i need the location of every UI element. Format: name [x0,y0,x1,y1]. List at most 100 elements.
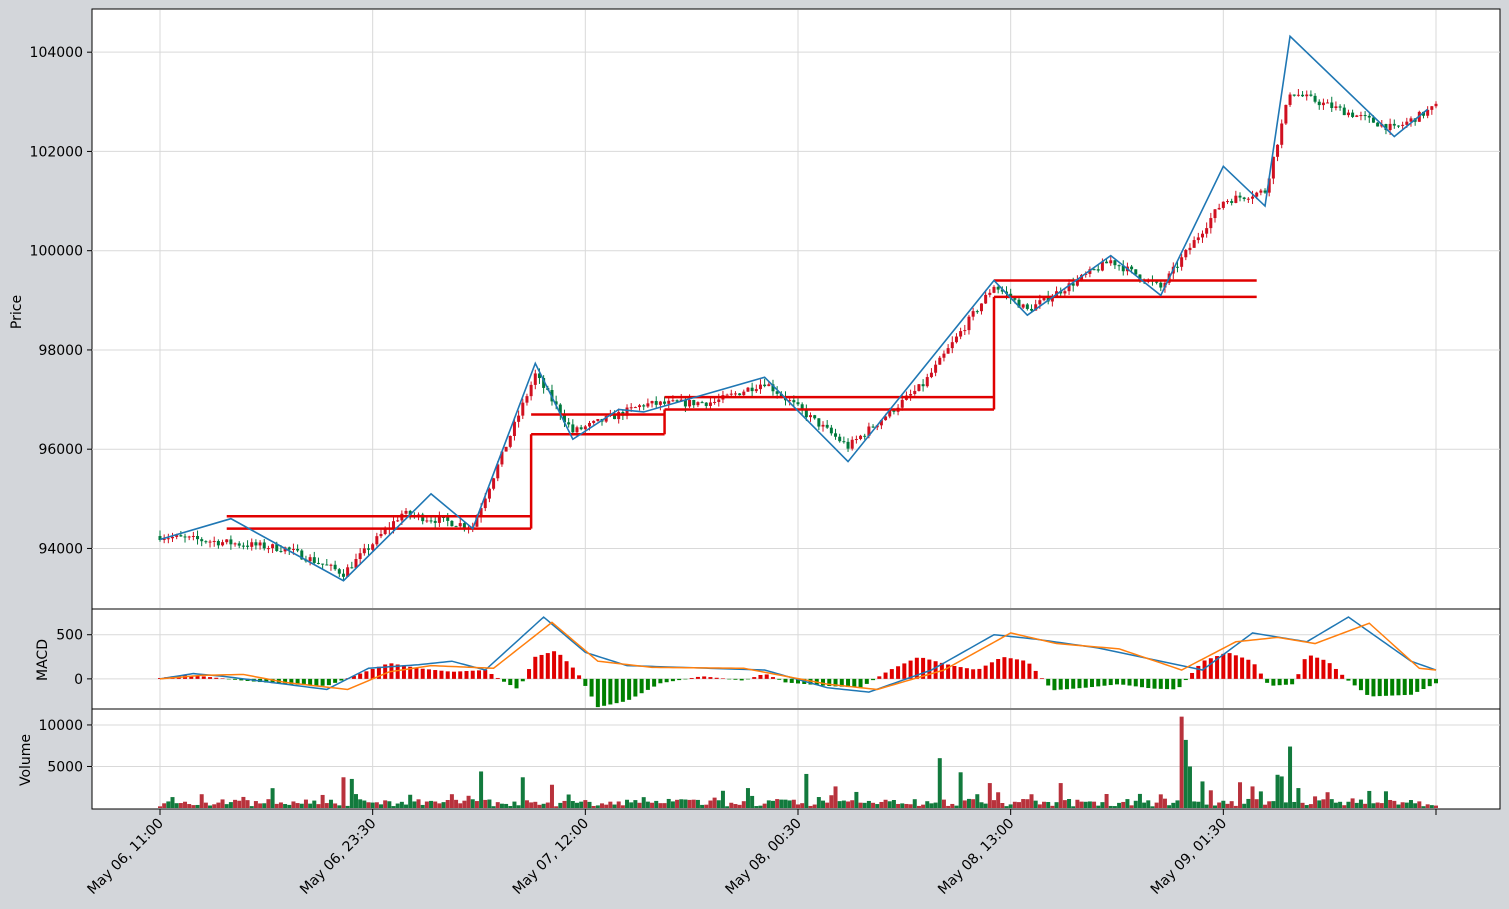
macd-hist-bar [1240,657,1245,679]
candle-body [525,396,529,403]
candle-body [825,424,829,428]
candle-body [1192,240,1196,248]
volume-bar [1150,806,1155,808]
candle-body [879,420,883,426]
candle-body [992,286,996,293]
candle-body [642,405,646,407]
macd-hist-bar [877,676,882,679]
volume-bar [1325,792,1330,808]
macd-hist-bar [1371,678,1376,697]
macd-hist-bar [1158,678,1163,689]
volume-bar [1408,800,1413,808]
zigzag-line [159,34,1429,582]
volume-bar [383,800,388,808]
macd-hist-bar [764,674,769,679]
volume-bar [1117,802,1122,808]
macd-hist-bar [1290,678,1295,685]
volume-bar [241,796,246,808]
volume-bar [508,806,513,808]
macd-hist-bar [1415,678,1420,692]
macd-panel [91,608,1501,710]
candle-body [208,541,212,543]
volume-bar [1058,783,1063,808]
macd-hist-bar [883,672,888,679]
volume-bar [1054,802,1059,808]
volume-bar [245,800,250,808]
candle-body [796,402,800,405]
candle-body [366,548,370,550]
macd-hist-bar [233,678,238,680]
candle-body [1392,123,1396,126]
macd-hist-bar [664,678,669,683]
candle-body [729,393,733,395]
volume-bar [162,803,167,808]
macd-hist-bar [1321,659,1326,679]
candle-body [1013,298,1017,300]
volume-bar [183,801,188,808]
volume-bar [195,804,200,808]
volume-bar [821,800,826,808]
candle-body [1271,156,1275,179]
macd-hist-bar [620,678,625,702]
volume-bar [1304,805,1309,808]
volume-bar [595,805,600,808]
volume-bar [1042,801,1047,808]
volume-bar [316,804,321,808]
candle-body [1109,260,1113,264]
volume-bar [512,801,517,808]
volume-bar [283,804,288,808]
candle-body [1401,124,1405,126]
volume-bar [1396,804,1401,808]
macd-hist-bar [627,678,632,700]
volume-panel [91,708,1501,810]
candle-body [792,400,796,403]
macd-hist-bar [789,678,794,683]
volume-bar [650,802,655,808]
volume-bar [258,803,263,808]
candle-body [404,510,408,514]
volume-bar [896,803,901,808]
candle-body [437,516,441,523]
macd-hist-bar [1171,678,1176,690]
volume-bar [1129,805,1134,808]
candle-body [929,372,933,378]
macd-hist-bar [864,678,869,684]
volume-bar [1350,798,1355,808]
candle-body [809,415,813,418]
macd-hist-bar [226,678,231,680]
candle-body [212,540,216,542]
volume-bar [1158,794,1163,808]
volume-bar [950,803,955,808]
candle-body [646,403,650,407]
macd-hist-bar [589,678,594,697]
candle-body [838,436,842,442]
macd-hist-bar [439,670,444,679]
candle-body [829,427,833,434]
candle-body [863,435,867,437]
candle-body [742,391,746,396]
macd-hist-bar [733,678,738,680]
volume-bar [979,802,984,808]
volume-bar [916,805,921,808]
volume-bar [554,806,559,808]
macd-hist-bar [552,651,557,679]
candle-body [804,409,808,418]
candle-body [971,311,975,317]
candle-body [696,402,700,406]
candle-body [562,415,566,423]
macd-hist-bar [639,678,644,694]
volume-bar [504,803,509,808]
volume-bar [278,802,283,808]
volume-bar [379,804,384,808]
volume-bar [1112,806,1117,808]
candle-body [237,543,241,546]
candle-body [950,342,954,349]
macd-hist-bar [1315,657,1320,679]
candle-body [225,539,229,543]
volume-bar [299,803,304,808]
volume-bar [745,788,750,808]
macd-hist-bar [1121,678,1126,685]
volume-bar [320,794,325,808]
volume-bar [1296,788,1301,808]
